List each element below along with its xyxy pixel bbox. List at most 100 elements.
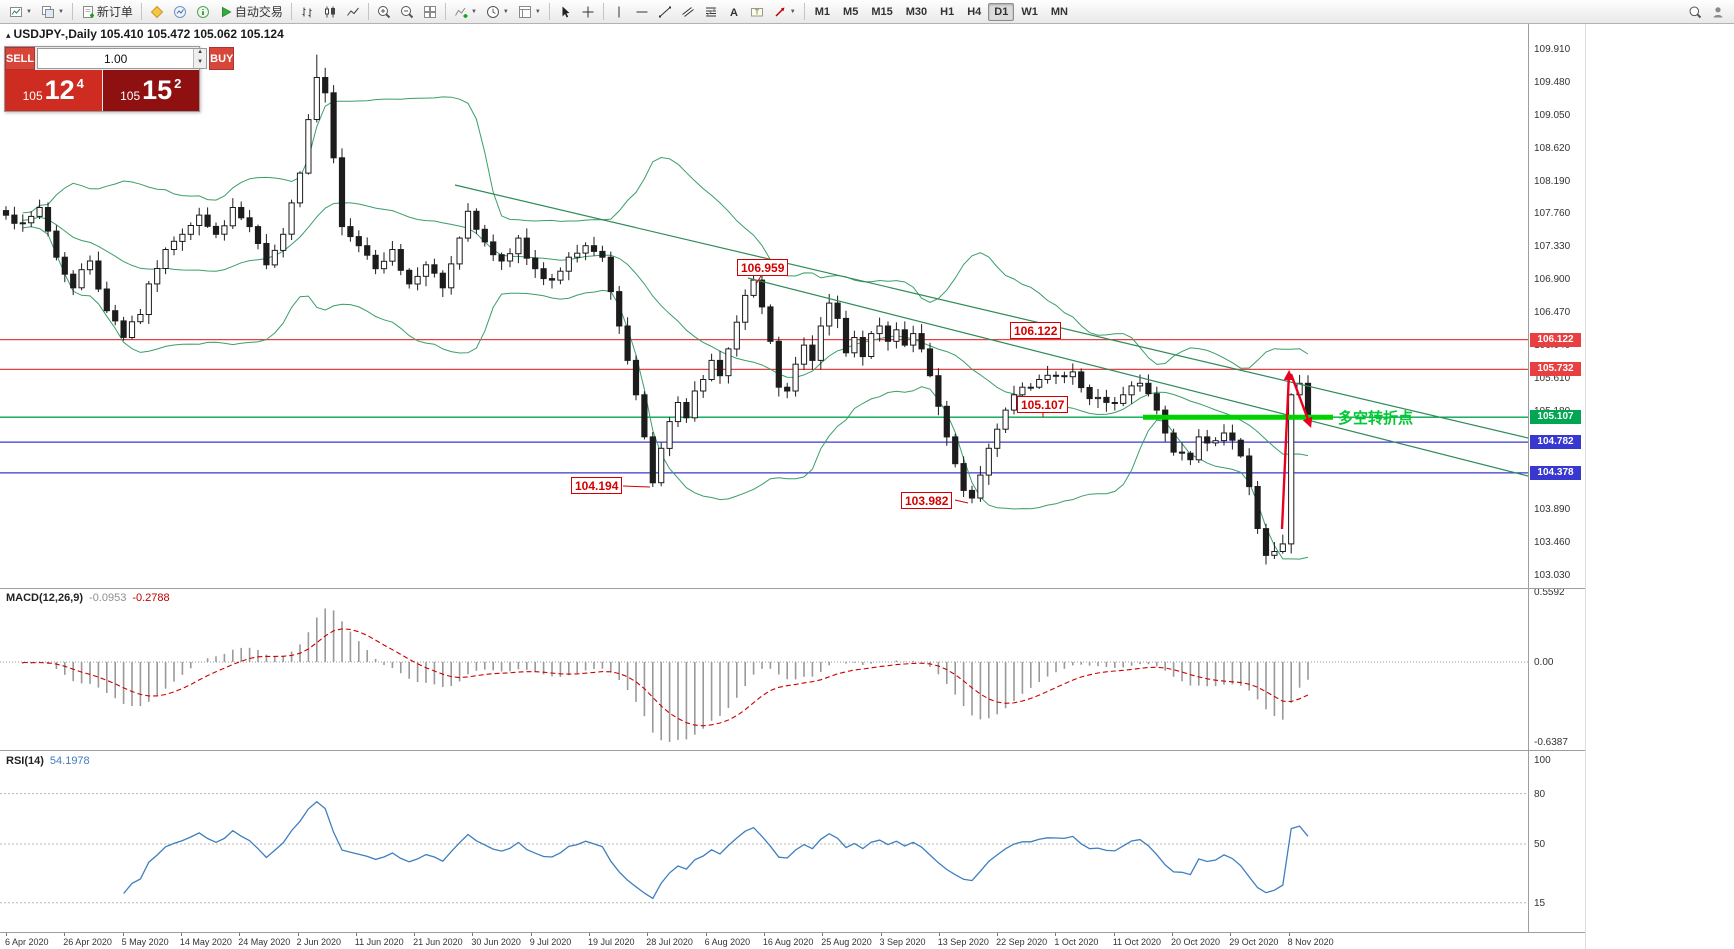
time-axis-tick [763,933,765,936]
time-axis-tick [472,933,474,936]
buy-price-panel[interactable]: 105 15 2 [101,70,199,111]
symbol-info-text: USDJPY-,Daily 105.410 105.472 105.062 10… [13,27,284,41]
price-axis-label: 106.470 [1534,307,1571,318]
price-axis-label: 106.900 [1534,274,1571,286]
time-axis-tick [6,933,7,936]
price-axis-label: 107.330 [1534,241,1571,253]
rsi-axis-label: 15 [1534,897,1546,909]
toolbar-cursor-button[interactable] [554,2,576,22]
spinner-down-icon[interactable]: ▼ [194,58,207,68]
trendlines[interactable] [454,184,1529,477]
timeframe-m1-button[interactable]: M1 [814,5,831,18]
timeframe-mn-button[interactable]: MN [1050,5,1068,18]
annotation-arrow[interactable] [1280,369,1313,530]
toolbar-bar-chart-button[interactable] [296,2,318,22]
timeframe-d1-button[interactable]: D1 [988,2,1015,21]
new-chart-icon [9,5,23,19]
toolbar-metaeditor-button[interactable] [146,2,168,22]
toolbar-autotrading-button[interactable]: 自动交易 [215,2,287,22]
time-axis-tick [589,933,590,936]
toolbar-trendline-button[interactable] [654,2,676,22]
date-label: 11 Jun 2020 [354,937,404,947]
toolbar-zoom-in-button[interactable] [373,2,395,22]
toolbar-candlestick-chart-button[interactable] [319,2,341,22]
toolbar-separator [444,3,446,20]
toolbar-line-chart-button[interactable] [342,2,364,22]
price-callout[interactable]: 106.959 [737,259,789,276]
timeframe-w1-button[interactable]: W1 [1021,5,1038,18]
time-axis-tick [822,933,824,936]
toolbar-crosshair-button[interactable] [577,2,599,22]
macd-axis-min-label: -0.6387 [1534,737,1568,748]
toolbar-arrows-button[interactable]: ▼ [769,2,800,22]
price-level-lines[interactable] [0,338,1528,474]
toolbar-templates-button[interactable]: ▼ [514,2,545,22]
time-axis-tick [239,933,241,936]
toolbar-periods-button[interactable]: ▼ [482,2,513,22]
panel-separator-rsi[interactable] [0,750,1585,751]
toolbar-market-watch-button[interactable] [169,2,191,22]
date-label: 8 Nov 2020 [1287,937,1334,947]
time-axis[interactable]: 6 Apr 2020 26 Apr 2020 5 May 2020 14 May 20… [0,932,1585,949]
toolbar-indicators-button[interactable]: ▼ [450,2,481,22]
buy-button[interactable]: BUY [209,47,235,70]
toolbar-new-order-button[interactable]: 新订单 [77,2,137,22]
toolbar-search-button[interactable] [1684,2,1706,22]
date-label: 11 Oct 2020 [1112,937,1162,947]
svg-text:A: A [730,7,738,19]
macd-axis-max-label: 0.5592 [1534,587,1565,598]
chart-symbol-info: ▴ USDJPY-,Daily 105.410 105.472 105.062 1… [6,27,284,41]
volume-spinner[interactable]: ▲ ▼ [193,49,207,68]
toolbar-navigator-button[interactable] [192,2,214,22]
toolbar-text-label-button[interactable]: T [746,2,768,22]
price-callout[interactable]: 103.982 [901,492,953,509]
timeframe-h4-button[interactable]: H4 [967,5,982,18]
rsi-label-text: RSI(14) [6,755,44,767]
timeframe-m5-button[interactable]: M5 [843,5,859,18]
sell-price-panel[interactable]: 105 12 4 [5,70,102,111]
price-callout[interactable]: 104.194 [571,477,623,494]
time-axis-tick [297,933,299,936]
timeframe-m15-button[interactable]: M15 [871,5,893,18]
time-axis-tick [180,933,182,936]
toolbar-new-chart-button[interactable]: ▼ [5,2,36,22]
date-label: 3 Sep 2020 [879,937,926,947]
macd-axis-zero-label: 0.00 [1534,657,1554,668]
toolbar-vertical-line-button[interactable] [608,2,630,22]
toolbar-profiles-button[interactable]: ▼ [37,2,68,22]
price-callout[interactable]: 105.107 [1017,396,1069,413]
price-level-tag: 105.732 [1530,362,1581,377]
toolbar-tile-windows-button[interactable] [419,2,441,22]
arrows-icon [773,5,787,19]
volume-input[interactable] [38,49,194,68]
toolbar-channel-button[interactable] [677,2,699,22]
toolbar-fibonacci-button[interactable] [700,2,722,22]
toolbar-zoom-out-button[interactable] [396,2,418,22]
navigator-icon [196,5,210,19]
price-axis-label: 103.030 [1534,570,1571,581]
line-chart-icon [346,5,360,19]
timeframe-m30-button[interactable]: M30 [905,5,928,18]
macd-label-text: MACD(12,26,9) [6,592,84,604]
spinner-up-icon[interactable]: ▲ [194,49,207,59]
date-label: 2 Jun 2020 [296,937,342,947]
toolbar-community-button[interactable] [1707,2,1729,22]
toolbar-text-button[interactable]: A [723,2,745,22]
timeframe-h1-button[interactable]: H1 [940,5,955,18]
dropdown-caret-icon: ▼ [26,8,32,15]
volume-control: ▲▼ [37,48,208,69]
macd-histogram [21,608,1309,742]
dropdown-caret-icon: ▼ [534,8,541,15]
price-level-tag: 105.107 [1530,410,1581,425]
toolbar-horizontal-line-button[interactable] [631,2,653,22]
price-callout[interactable]: 106.122 [1010,322,1062,339]
date-label: 30 Jun 2020 [471,937,521,947]
time-axis-tick [530,933,532,936]
panel-separator-macd[interactable] [0,588,1585,589]
date-label: 1 Oct 2020 [1054,937,1099,947]
sell-button[interactable]: SELL [5,47,36,70]
time-axis-tick [647,933,649,936]
price-axis[interactable]: 109.910 109.480 109.050 108.620 108.190 107.7… [1528,24,1585,949]
chart-annotation-text[interactable]: 多空转折点 [1338,410,1414,427]
